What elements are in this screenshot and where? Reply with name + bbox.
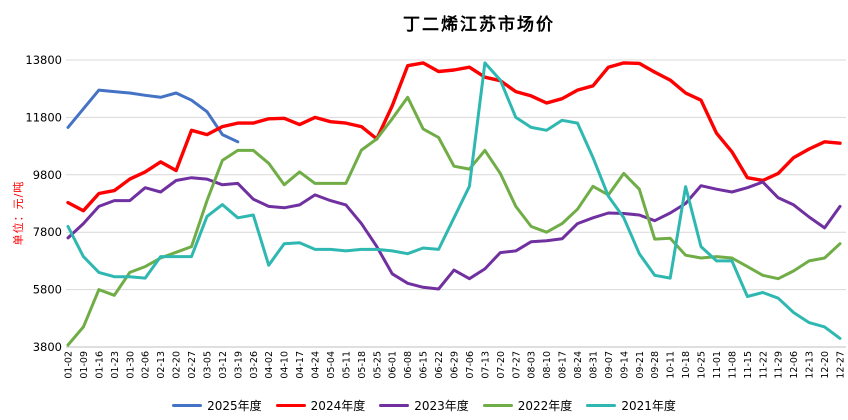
chart-title: 丁二烯江苏市场价 xyxy=(403,15,555,35)
legend-label: 2023年度 xyxy=(414,399,469,413)
y-tick-label: 5800 xyxy=(33,283,62,297)
y-tick-label: 11800 xyxy=(25,110,62,124)
legend-swatch xyxy=(586,404,617,407)
x-tick-label: 11-15 xyxy=(743,351,754,379)
legend-item-2023年度: 2023年度 xyxy=(379,397,469,414)
x-tick-label: 12-20 xyxy=(820,351,831,379)
x-tick-label: 04-24 xyxy=(311,351,322,379)
legend-swatch xyxy=(379,404,410,407)
x-tick-label: 05-04 xyxy=(326,351,337,379)
x-tick-label: 07-27 xyxy=(511,351,522,379)
legend-item-2021年度: 2021年度 xyxy=(586,397,676,414)
x-tick-label: 02-06 xyxy=(141,351,152,379)
x-tick-label: 03-05 xyxy=(202,351,213,379)
x-tick-label: 01-16 xyxy=(94,351,105,379)
x-tick-label: 10-11 xyxy=(666,351,677,379)
x-tick-label: 11-29 xyxy=(774,351,785,379)
series-line-2021年度 xyxy=(66,61,842,340)
x-tick-label: 02-27 xyxy=(187,351,198,379)
legend-label: 2021年度 xyxy=(621,399,676,413)
legend-swatch xyxy=(482,404,513,407)
x-tick-label: 09-21 xyxy=(635,351,646,379)
x-tick-label: 06-22 xyxy=(434,351,445,379)
x-tick-label: 01-09 xyxy=(79,351,90,379)
x-tick-label: 05-18 xyxy=(357,351,368,379)
x-axis-tick-labels: 01-02 01-09 01-16 01-23 01-30 02-06 02-13 02-20… xyxy=(64,351,847,379)
series-line-2025年度 xyxy=(66,88,240,144)
x-tick-label: 03-12 xyxy=(218,351,229,379)
x-tick-label: 08-17 xyxy=(558,351,569,379)
x-tick-label: 08-10 xyxy=(542,351,553,379)
x-tick-label: 01-23 xyxy=(110,351,121,379)
x-tick-label: 03-26 xyxy=(249,351,260,379)
x-tick-label: 04-10 xyxy=(280,351,291,379)
x-tick-label: 12-13 xyxy=(805,351,816,379)
x-tick-label: 05-11 xyxy=(341,351,352,379)
legend-item-2022年度: 2022年度 xyxy=(482,397,573,414)
legend-label: 2025年度 xyxy=(207,399,262,413)
x-tick-label: 07-13 xyxy=(480,351,491,379)
y-tick-label: 9800 xyxy=(33,168,62,182)
legend-label: 2024年度 xyxy=(310,399,366,413)
legend-label: 2022年度 xyxy=(517,399,573,413)
legend-item-2025年度: 2025年度 xyxy=(172,397,262,414)
x-tick-label: 11-01 xyxy=(712,351,723,379)
y-tick-label: 7800 xyxy=(33,225,62,239)
x-tick-label: 10-18 xyxy=(681,351,692,379)
x-tick-label: 03-19 xyxy=(233,351,244,379)
x-tick-label: 08-03 xyxy=(527,351,538,379)
x-tick-label: 09-07 xyxy=(604,351,615,379)
x-tick-label: 10-25 xyxy=(697,351,708,379)
series-line-2024年度 xyxy=(66,61,842,213)
x-tick-label: 08-24 xyxy=(573,351,584,379)
x-tick-label: 07-06 xyxy=(465,351,476,379)
x-tick-label: 09-28 xyxy=(650,351,661,379)
x-tick-label: 11-22 xyxy=(758,351,769,379)
y-axis-tick-labels: 3800 5800 7800 9800 11800 13800 xyxy=(25,53,62,354)
x-tick-label: 05-25 xyxy=(372,351,383,379)
x-tick-label: 07-20 xyxy=(496,351,507,379)
x-tick-label: 11-08 xyxy=(727,351,738,379)
legend-swatch xyxy=(172,404,203,407)
x-tick-label: 06-15 xyxy=(419,351,430,379)
y-tick-label: 3800 xyxy=(33,340,62,354)
y-tick-label: 13800 xyxy=(25,53,62,67)
x-tick-label: 06-01 xyxy=(388,351,399,379)
gridlines xyxy=(66,59,846,348)
x-tick-label: 04-17 xyxy=(295,351,306,379)
x-tick-label: 02-13 xyxy=(156,351,167,379)
series-lines xyxy=(66,61,842,347)
chart-legend: 2025年度 2024年度 2023年度 2022年度 2021年度 xyxy=(0,397,848,414)
series-line-2023年度 xyxy=(66,176,842,291)
legend-item-2024年度: 2024年度 xyxy=(275,397,366,414)
x-tick-label: 06-29 xyxy=(450,351,461,379)
x-tick-label: 01-30 xyxy=(125,351,136,379)
x-tick-label: 09-14 xyxy=(619,351,630,379)
x-tick-label: 06-08 xyxy=(403,351,414,379)
x-tick-label: 01-02 xyxy=(64,351,75,379)
legend-swatch xyxy=(275,404,306,407)
x-tick-label: 04-02 xyxy=(264,351,275,379)
x-tick-label: 02-20 xyxy=(172,351,183,379)
x-tick-label: 12-06 xyxy=(789,351,800,379)
x-tick-label: 08-31 xyxy=(588,351,599,379)
x-tick-label: 12-27 xyxy=(836,351,847,379)
